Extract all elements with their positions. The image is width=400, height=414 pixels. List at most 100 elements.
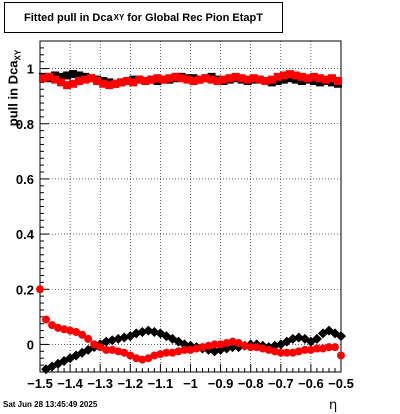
y-tick-label: 0.4 — [16, 227, 35, 242]
data-point-circle — [78, 330, 87, 339]
x-tick-label: −0.6 — [298, 376, 324, 391]
data-point-circle — [252, 343, 261, 352]
data-point-circle — [102, 345, 111, 354]
data-point-square — [273, 72, 282, 81]
data-point-circle — [330, 343, 339, 352]
data-point-square — [75, 71, 84, 80]
data-point-circle — [42, 315, 51, 324]
data-point-square — [129, 78, 138, 87]
data-point-square — [69, 70, 78, 79]
data-point-circle — [312, 344, 321, 353]
data-point-square — [327, 74, 336, 83]
data-point-square — [273, 76, 282, 85]
data-point-circle — [90, 340, 99, 349]
data-point-circle — [126, 351, 135, 360]
y-axis-label-main: pull in Dca — [5, 60, 21, 127]
data-point-square — [297, 72, 306, 81]
data-point-square — [69, 79, 78, 88]
y-tick-label: 1 — [27, 62, 34, 77]
y-axis-label-subscript: XY — [13, 49, 23, 61]
data-point-circle — [72, 328, 81, 337]
data-point-square — [57, 72, 66, 81]
y-tick-label: 0.8 — [16, 117, 34, 132]
data-point-circle — [288, 348, 297, 357]
data-point-circle — [216, 340, 225, 349]
data-point-circle — [36, 285, 44, 294]
data-point-square — [291, 75, 300, 84]
data-point-square — [183, 75, 192, 84]
data-point-diamond — [336, 331, 346, 342]
data-point-square — [123, 76, 132, 85]
data-point-square — [63, 81, 72, 90]
x-axis-label: η — [329, 398, 338, 413]
data-point-circle — [294, 347, 303, 356]
data-point-circle — [276, 348, 285, 357]
y-tick-label: 0.6 — [16, 172, 34, 187]
title-main: Fitted pull in Dca — [24, 11, 113, 24]
x-tick-label: −0.9 — [208, 376, 234, 391]
data-point-circle — [174, 347, 183, 356]
data-point-circle — [318, 344, 327, 353]
data-point-square — [315, 78, 324, 87]
chart-title-box: Fitted pull in Dca XY for Global Rec Pio… — [4, 2, 283, 33]
data-point-square — [285, 74, 294, 83]
data-point-circle — [180, 345, 189, 354]
data-point-square — [117, 78, 126, 87]
data-point-square — [189, 76, 198, 85]
data-point-circle — [66, 326, 75, 335]
data-point-square — [237, 74, 246, 83]
x-tick-label: −0.7 — [268, 376, 294, 391]
data-point-circle — [150, 351, 159, 360]
data-point-square — [159, 75, 168, 84]
data-point-square — [219, 75, 228, 84]
data-point-circle — [192, 344, 201, 353]
data-point-square — [93, 76, 102, 85]
title-rest: for Global Rec Pion EtapT — [127, 11, 263, 24]
x-tick-label: −0.5 — [328, 376, 354, 391]
data-point-circle — [306, 345, 315, 354]
data-point-square — [87, 74, 96, 83]
data-point-square — [75, 76, 84, 85]
data-point-circle — [246, 343, 255, 352]
data-point-square — [105, 81, 114, 90]
y-tick-label: 0.2 — [16, 282, 34, 297]
data-point-circle — [282, 348, 291, 357]
data-point-square — [171, 72, 180, 81]
data-point-circle — [48, 321, 57, 330]
data-point-circle — [96, 343, 105, 352]
data-point-square — [225, 74, 234, 83]
data-point-circle — [156, 350, 165, 359]
data-point-circle — [54, 323, 63, 332]
data-point-square — [51, 75, 60, 84]
data-point-square — [303, 74, 312, 83]
data-point-square — [195, 75, 204, 84]
x-tick-label: −1.5 — [27, 376, 53, 391]
data-point-square — [207, 75, 216, 84]
data-point-square — [165, 74, 174, 83]
data-point-circle — [204, 341, 213, 350]
x-tick-label: −0.8 — [238, 376, 264, 391]
data-point-circle — [240, 341, 249, 350]
data-point-circle — [60, 325, 69, 334]
data-point-circle — [228, 337, 237, 346]
data-point-square — [333, 76, 342, 85]
data-point-square — [111, 79, 120, 88]
data-point-circle — [270, 347, 279, 356]
x-tick-label: −1.3 — [87, 376, 113, 391]
data-point-square — [141, 76, 150, 85]
data-point-square — [315, 74, 324, 83]
data-point-square — [309, 76, 318, 85]
data-point-square — [51, 71, 60, 80]
data-point-square — [153, 74, 162, 83]
data-point-circle — [234, 339, 243, 348]
data-point-square — [147, 75, 156, 84]
data-point-square — [57, 78, 66, 87]
data-point-diamond — [311, 333, 322, 344]
data-point-circle — [264, 345, 273, 354]
title-subscript: XY — [113, 13, 125, 22]
y-tick-label: 0 — [27, 337, 34, 352]
data-point-square — [177, 74, 186, 83]
y-axis-label: pull in DcaXY — [6, 50, 23, 126]
data-point-circle — [132, 354, 141, 363]
